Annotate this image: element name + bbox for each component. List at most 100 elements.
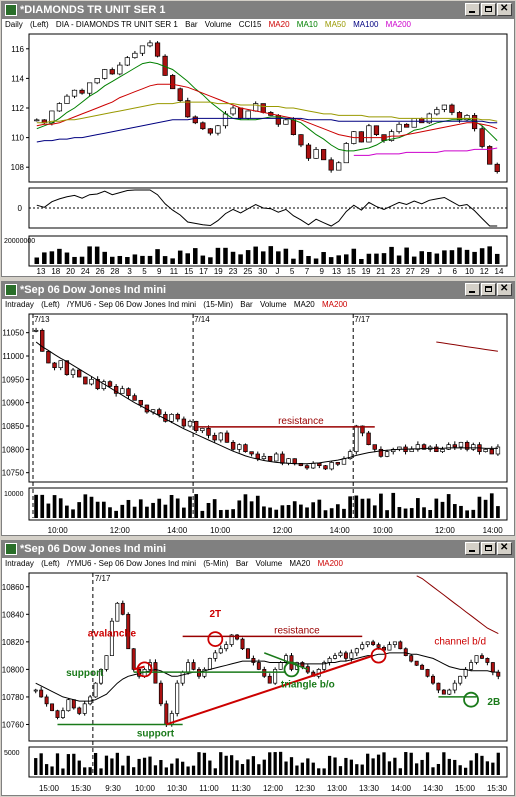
close-button[interactable] — [497, 283, 512, 296]
volume-bar — [404, 752, 408, 775]
ym-5min-chart-svg[interactable]: 10760 10780 10800 10820 10840 10860 5000 7/17 re… — [2, 571, 514, 795]
volume-bar — [193, 248, 198, 264]
volume-bar — [474, 753, 479, 775]
volume-bar — [317, 768, 321, 775]
candle-body — [218, 648, 223, 654]
candle-body — [392, 641, 397, 645]
candle-body — [138, 399, 143, 406]
x-tick-label: 14:00 — [167, 526, 188, 535]
candle-body — [50, 703, 55, 712]
candle-body — [464, 115, 470, 121]
minimize-button[interactable] — [465, 3, 480, 16]
candle-body — [327, 658, 332, 663]
volume-bar — [333, 757, 337, 775]
volume-bar — [436, 763, 441, 775]
volume-axis-label: 5000 — [4, 750, 20, 757]
ma200-line — [436, 341, 498, 352]
window-titlebar[interactable]: *Sep 06 Dow Jones Ind mini — [2, 282, 514, 299]
minimize-button[interactable] — [465, 542, 480, 555]
maximize-button[interactable] — [481, 283, 496, 296]
minimize-button[interactable] — [465, 283, 480, 296]
volume-bar — [415, 763, 419, 775]
channel-label: channel b/d — [434, 637, 486, 648]
volume-bar — [218, 510, 223, 518]
volume-bar — [449, 250, 455, 264]
volume-bar — [323, 510, 328, 518]
volume-bar — [434, 498, 439, 518]
candle-body — [409, 448, 414, 453]
candle-body — [66, 699, 71, 712]
x-tick-label: 29 — [421, 267, 430, 276]
triangle-line — [264, 652, 309, 671]
maximize-button[interactable] — [481, 3, 496, 16]
candle-body — [469, 662, 474, 670]
volume-bar — [257, 764, 261, 775]
volume-bar — [208, 760, 212, 775]
volume-bar — [79, 256, 85, 264]
info-item: MA20 — [293, 300, 315, 309]
candle-body — [58, 360, 63, 369]
candle-body — [93, 682, 98, 698]
info-item: DIA - DIAMONDS TR UNIT SER 1 — [55, 20, 178, 29]
x-tick-label: 9 — [157, 267, 162, 276]
candle-body — [273, 669, 278, 684]
candle-body — [33, 689, 38, 692]
candle-body — [245, 648, 250, 659]
candle-body — [154, 42, 161, 57]
candle-body — [132, 395, 137, 401]
candle-body — [300, 662, 305, 667]
volume-bar — [206, 502, 211, 518]
candle-body — [274, 453, 279, 462]
volume-bar — [155, 249, 160, 264]
volume-bar — [182, 507, 186, 518]
y-tick-label: 10950 — [2, 375, 25, 384]
volume-bar — [391, 492, 396, 518]
candle-body — [490, 662, 495, 673]
volume-bar — [262, 759, 266, 775]
volume-bar — [371, 758, 375, 775]
x-tick-label: 15 — [347, 267, 356, 276]
candle-body — [79, 89, 85, 94]
chart-window-ym-5min[interactable]: *Sep 06 Dow Jones Ind mini Intraday (Lef… — [1, 540, 515, 796]
window-titlebar[interactable]: *Sep 06 Dow Jones Ind mini — [2, 541, 514, 558]
volume-bar — [186, 766, 190, 775]
volume-bar — [163, 504, 168, 518]
triangle-circle — [283, 661, 300, 678]
candle-body — [255, 453, 260, 460]
session-date-label: 7/14 — [194, 315, 210, 324]
x-tick-label: 10:30 — [167, 784, 188, 793]
volume-bar — [419, 251, 425, 264]
x-tick-label: 17 — [199, 267, 208, 276]
close-button[interactable] — [497, 542, 512, 555]
volume-bar — [71, 509, 75, 518]
two-b-circle — [463, 691, 479, 708]
volume-bar — [382, 752, 386, 775]
x-tick-label: 19 — [214, 267, 223, 276]
volume-bar — [274, 509, 279, 518]
info-item: Volume — [204, 20, 232, 29]
volume-bar — [164, 767, 168, 775]
x-tick-label: 12:30 — [295, 784, 316, 793]
volume-bar — [360, 764, 364, 775]
volume-bar — [420, 759, 424, 775]
support-label: support — [137, 728, 175, 739]
chart-window-ym-15min[interactable]: *Sep 06 Dow Jones Ind mini Intraday (Lef… — [1, 281, 515, 536]
x-tick-label: 13 — [332, 267, 341, 276]
ma20-line — [35, 341, 498, 465]
window-titlebar[interactable]: *DIAMONDS TR UNIT SER 1 — [2, 2, 514, 19]
candle-body — [200, 122, 206, 130]
volume-bar — [434, 253, 440, 264]
info-item: Bar — [185, 20, 198, 29]
ma-legend-item: MA10 — [296, 20, 318, 29]
candle-body — [419, 118, 425, 124]
candle-body — [360, 644, 365, 650]
maximize-button[interactable] — [481, 542, 496, 555]
ym-15min-chart-svg[interactable]: 10750 10800 10850 10900 10950 11000 11050 10000… — [2, 312, 514, 535]
volume-bar — [61, 768, 65, 775]
close-button[interactable] — [497, 3, 512, 16]
ma200-line — [416, 575, 499, 635]
price-pane-frame — [28, 572, 508, 742]
x-tick-label: 26 — [96, 267, 105, 276]
chart-window-diamonds[interactable]: *DIAMONDS TR UNIT SER 1 Daily (Left) DIA… — [1, 1, 515, 277]
